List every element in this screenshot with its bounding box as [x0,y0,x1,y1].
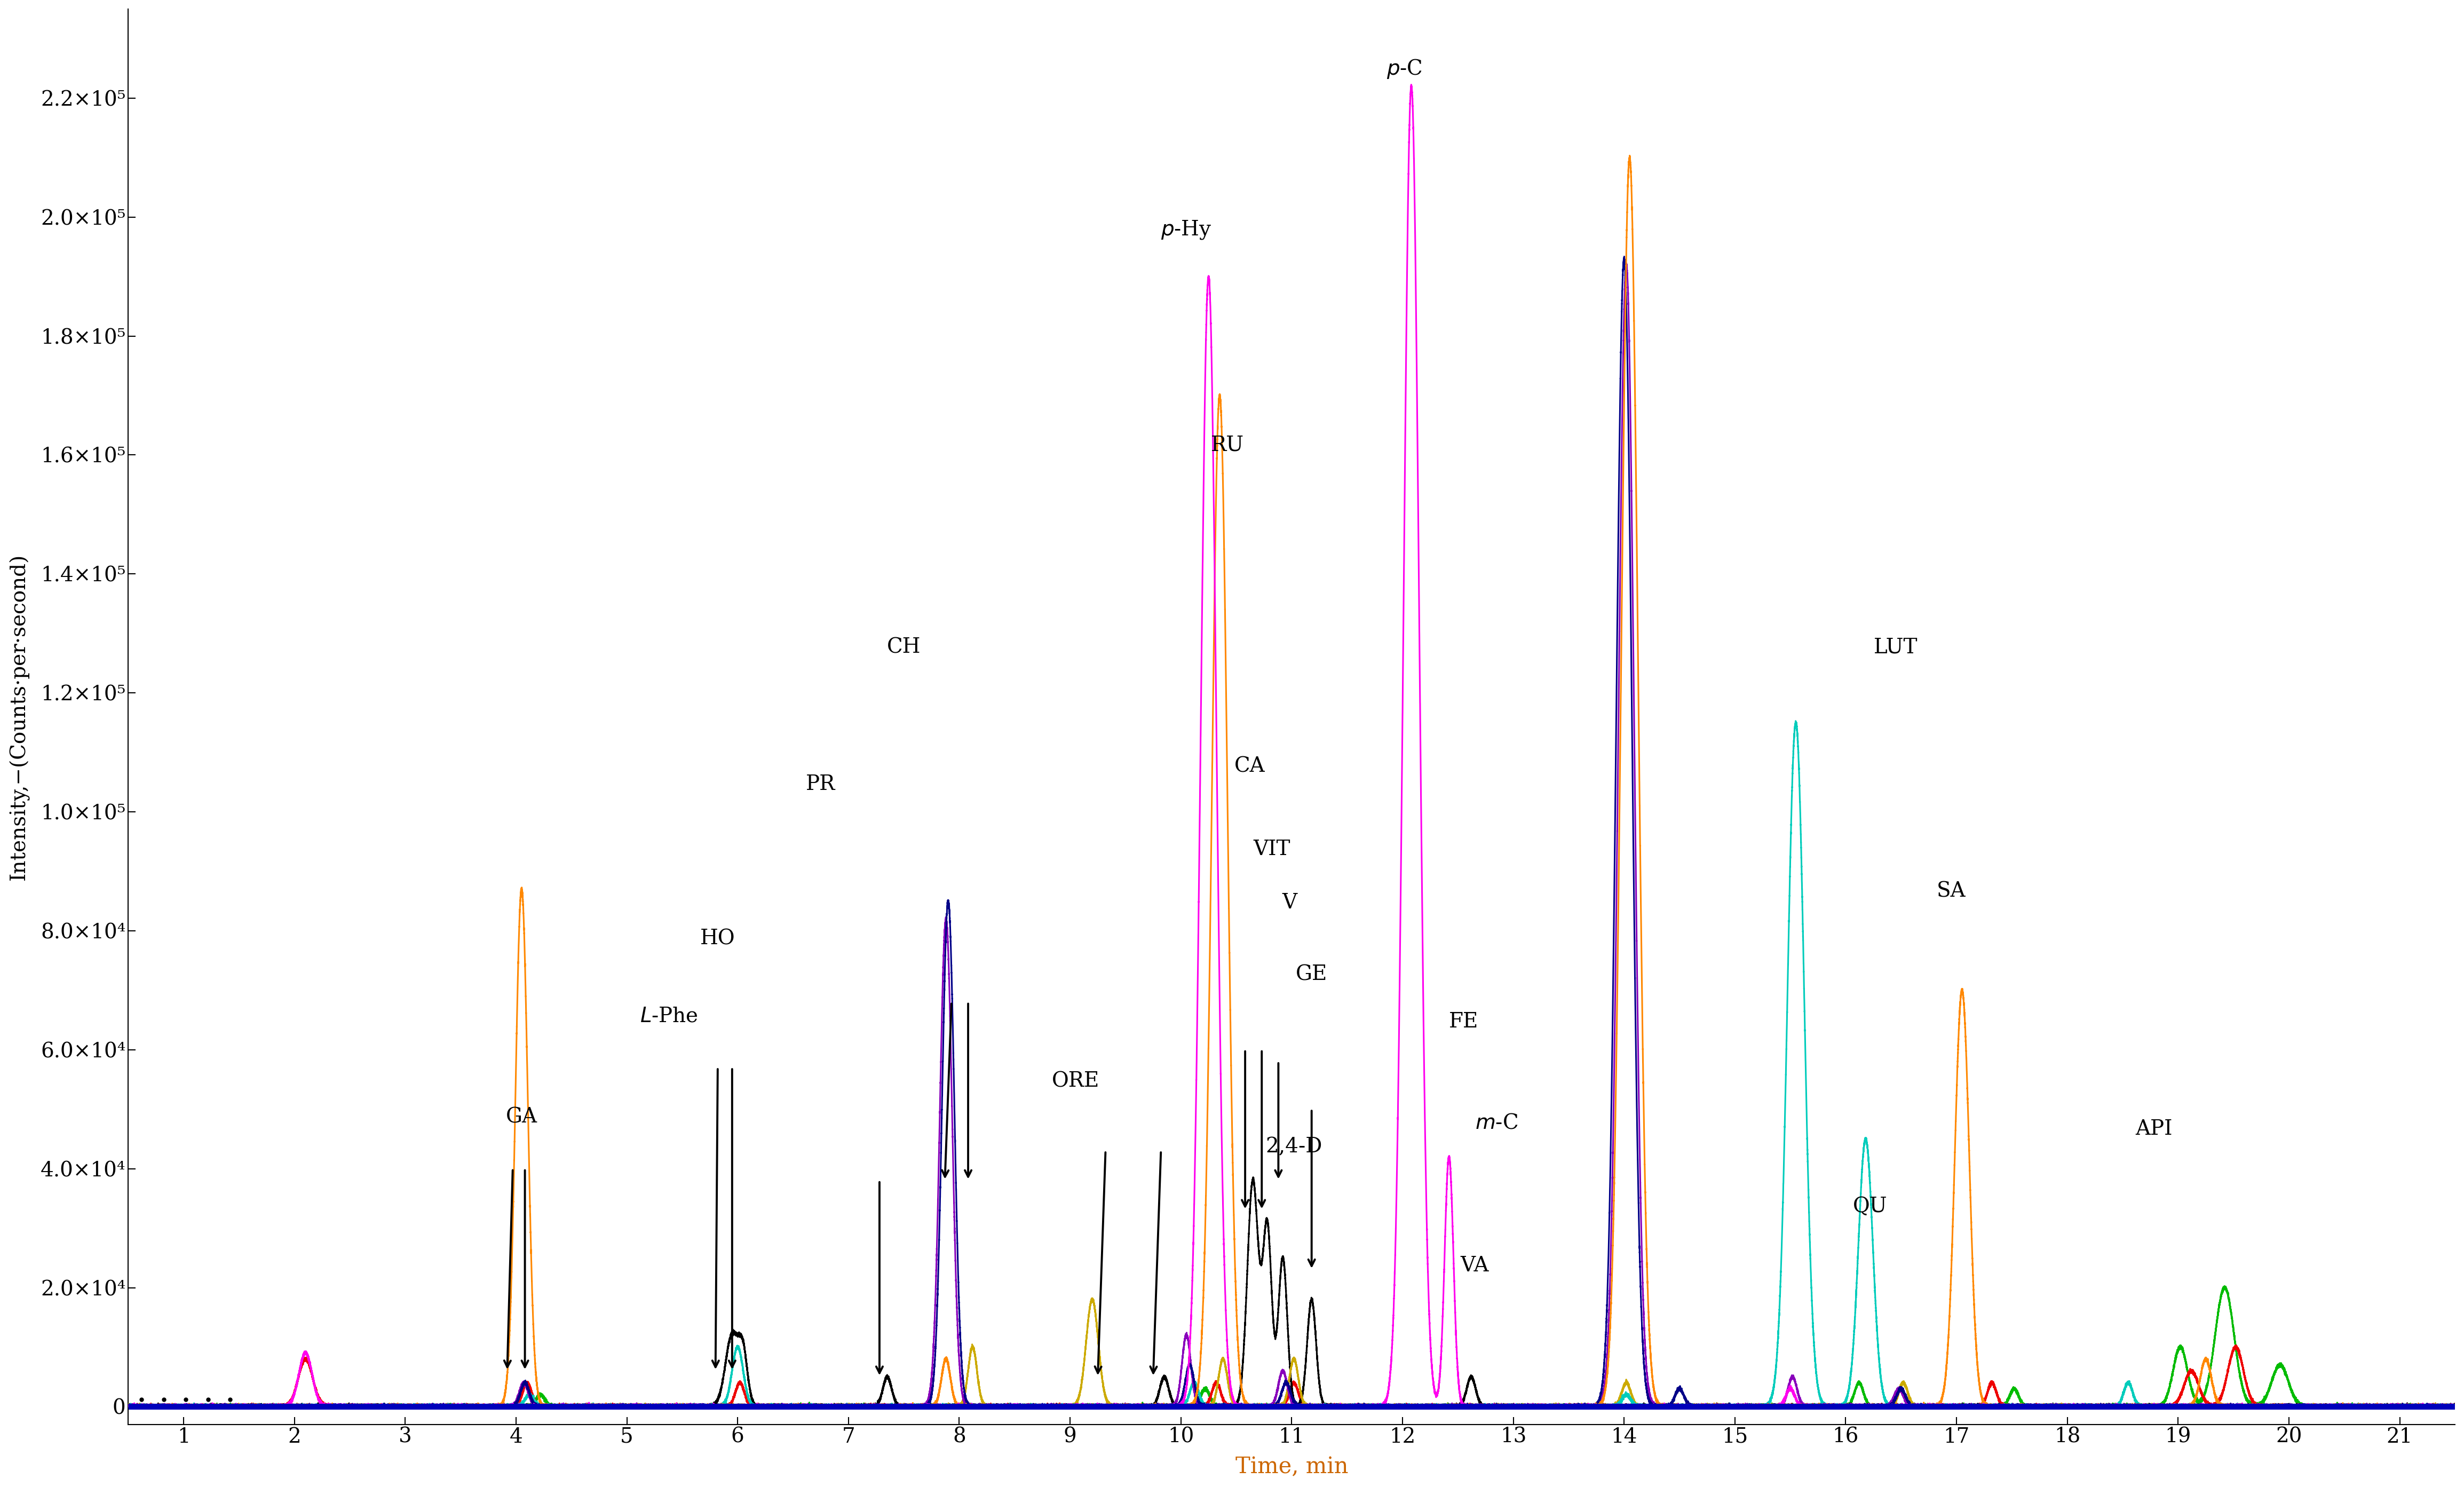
Text: SA: SA [1937,882,1966,901]
Text: $\it{p}$-Hy: $\it{p}$-Hy [1161,219,1212,241]
Text: QU: QU [1853,1197,1887,1216]
Text: RU: RU [1210,436,1244,455]
Text: GA: GA [505,1108,537,1127]
Text: $\it{p}$-C: $\it{p}$-C [1387,58,1422,80]
Text: GE: GE [1296,965,1328,984]
Text: ORE: ORE [1052,1072,1099,1091]
Text: API: API [2136,1120,2173,1139]
Text: 2,4-D: 2,4-D [1266,1138,1323,1157]
Text: HO: HO [700,929,734,949]
Text: PR: PR [806,775,835,794]
Text: VA: VA [1461,1257,1488,1276]
X-axis label: Time, min: Time, min [1234,1456,1348,1478]
Text: $\it{m}$-C: $\it{m}$-C [1476,1114,1518,1133]
Text: CA: CA [1234,757,1264,776]
Text: FE: FE [1449,1013,1478,1032]
Text: $\it{L}$-Phe: $\it{L}$-Phe [641,1007,697,1026]
Y-axis label: Intensity,−(Counts·per·second): Intensity,−(Counts·per·second) [10,553,30,880]
Text: VIT: VIT [1254,840,1291,859]
Text: V: V [1281,894,1296,913]
Text: CH: CH [887,638,922,657]
Text: LUT: LUT [1873,638,1917,657]
